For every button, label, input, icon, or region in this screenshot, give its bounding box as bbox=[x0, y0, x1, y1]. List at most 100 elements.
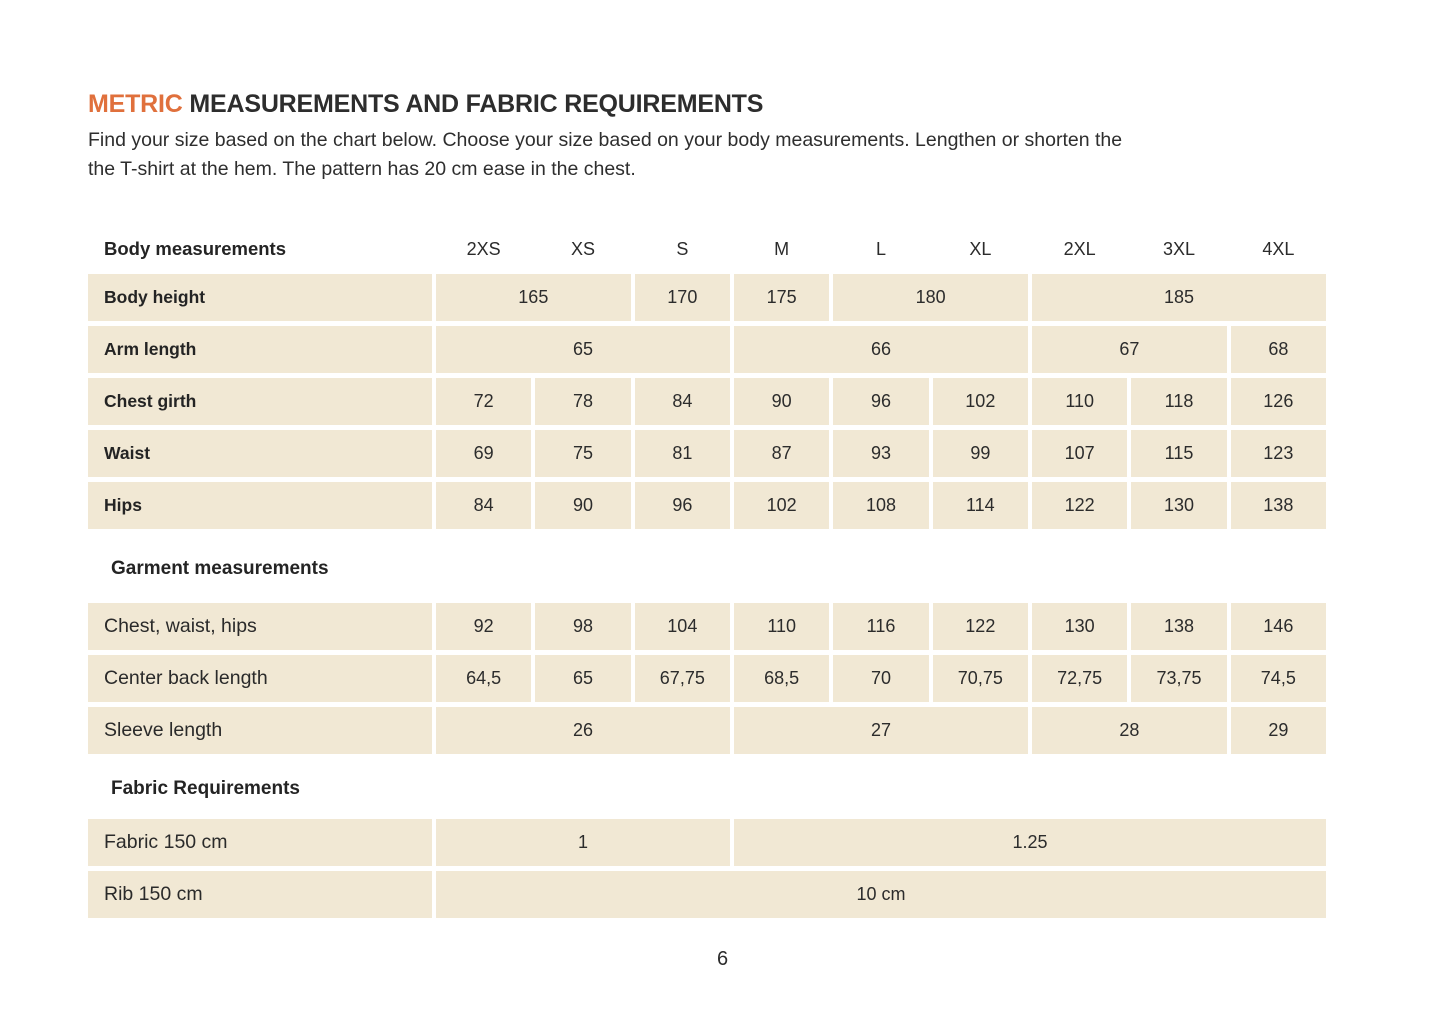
table-cell: 69 bbox=[436, 430, 532, 477]
table-section: Garment measurements Chest, waist, hips 92… bbox=[88, 534, 1326, 754]
table-cell: 102 bbox=[734, 482, 830, 529]
table-cell: 72 bbox=[436, 378, 532, 425]
table-cell: 1.25 bbox=[734, 819, 1326, 866]
table-cell: 10 cm bbox=[436, 871, 1326, 918]
table-cell: 78 bbox=[535, 378, 631, 425]
table-section: Body height 165 170 175 180 185 Arm length 65 66… bbox=[88, 274, 1326, 529]
table-cell: 67,75 bbox=[634, 655, 730, 702]
table-row: Body height 165 170 175 180 185 bbox=[88, 274, 1326, 321]
table-row: Chest, waist, hips 92 98 104 110 116 122 130 138… bbox=[88, 603, 1326, 650]
title-rest: MEASUREMENTS AND FABRIC REQUIREMENTS bbox=[182, 90, 764, 118]
table-cell: 75 bbox=[535, 430, 631, 477]
table-cell: 93 bbox=[833, 430, 929, 477]
table-cell: 122 bbox=[932, 603, 1028, 650]
table-cell: 65 bbox=[436, 326, 730, 373]
table-cell: 104 bbox=[634, 603, 730, 650]
column-header-size-xs: XS bbox=[570, 238, 595, 259]
table-cell: 138 bbox=[1230, 482, 1326, 529]
table-cell: 110 bbox=[734, 603, 830, 650]
size-chart-table: Body measurements 2XS XS S M L XL 2XL 3XL 4XL Body… bbox=[88, 229, 1326, 918]
table-row: Chest girth 72 78 84 90 96 102 110 118 126 bbox=[88, 378, 1326, 425]
table-section: Fabric Requirements Fabric 150 cm 1 1.25 Rib… bbox=[88, 759, 1326, 918]
row-label: Arm length bbox=[88, 326, 432, 373]
column-header-size-2xs: 2XS bbox=[466, 238, 501, 259]
table-cell: 68,5 bbox=[734, 655, 830, 702]
table-cell: 72,75 bbox=[1032, 655, 1128, 702]
table-cell: 98 bbox=[535, 603, 631, 650]
table-cell: 180 bbox=[833, 274, 1028, 321]
row-label: Hips bbox=[88, 482, 432, 529]
row-label: Chest, waist, hips bbox=[88, 603, 432, 650]
table-cell: 96 bbox=[634, 482, 730, 529]
table-row: Hips 84 90 96 102 108 114 122 130 138 bbox=[88, 482, 1326, 529]
table-cell: 81 bbox=[634, 430, 730, 477]
table-cell: 66 bbox=[734, 326, 1028, 373]
table-cell: 175 bbox=[734, 274, 830, 321]
intro-line-2: the T-shirt at the hem. The pattern has … bbox=[88, 157, 636, 180]
table-header-row: Body measurements 2XS XS S M L XL 2XL 3XL 4XL bbox=[88, 229, 1326, 269]
page-number: 6 bbox=[716, 948, 729, 970]
table-cell: 70 bbox=[833, 655, 929, 702]
table-cell: 28 bbox=[1032, 707, 1227, 754]
table-cell: 122 bbox=[1032, 482, 1128, 529]
intro-line-1: Find your size based on the chart below.… bbox=[88, 129, 1123, 151]
table-cell: 70,75 bbox=[932, 655, 1028, 702]
table-cell: 84 bbox=[436, 482, 532, 529]
column-header-size-4xl: 4XL bbox=[1262, 238, 1295, 259]
table-cell: 126 bbox=[1230, 378, 1326, 425]
table-cell: 29 bbox=[1230, 707, 1326, 754]
row-label: Chest girth bbox=[88, 378, 432, 425]
table-row: Rib 150 cm 10 cm bbox=[88, 871, 1326, 918]
table-cell: 118 bbox=[1131, 378, 1227, 425]
table-cell: 170 bbox=[634, 274, 730, 321]
table-cell: 92 bbox=[436, 603, 532, 650]
table-cell: 110 bbox=[1032, 378, 1128, 425]
row-label: Center back length bbox=[88, 655, 432, 702]
table-cell: 65 bbox=[535, 655, 631, 702]
table-cell: 185 bbox=[1032, 274, 1326, 321]
table-cell: 90 bbox=[734, 378, 830, 425]
table-cell: 123 bbox=[1230, 430, 1326, 477]
section-heading: Fabric Requirements bbox=[111, 778, 300, 799]
table-row: Center back length 64,5 65 67,75 68,5 70 70,75… bbox=[88, 655, 1326, 702]
table-cell: 130 bbox=[1032, 603, 1128, 650]
table-row: Waist 69 75 81 87 93 99 107 115 123 bbox=[88, 430, 1326, 477]
table-cell: 90 bbox=[535, 482, 631, 529]
table-cell: 107 bbox=[1032, 430, 1128, 477]
table-row: Sleeve length 26 27 28 29 bbox=[88, 707, 1326, 754]
table-row: Arm length 65 66 67 68 bbox=[88, 326, 1326, 373]
table-cell: 26 bbox=[436, 707, 730, 754]
column-header-size-m: M bbox=[774, 238, 790, 259]
table-cell: 115 bbox=[1131, 430, 1227, 477]
page-title: METRIC MEASUREMENTS AND FABRIC REQUIREME… bbox=[88, 90, 1326, 119]
table-cell: 146 bbox=[1230, 603, 1326, 650]
row-label: Rib 150 cm bbox=[88, 871, 432, 918]
table-cell: 84 bbox=[634, 378, 730, 425]
intro-paragraph: Find your size based on the chart below.… bbox=[88, 126, 1326, 183]
table-row: Fabric 150 cm 1 1.25 bbox=[88, 819, 1326, 866]
title-highlight: METRIC bbox=[88, 90, 183, 118]
row-label: Fabric 150 cm bbox=[88, 819, 432, 866]
column-header-size-l: L bbox=[875, 238, 886, 259]
column-header-size-s: S bbox=[676, 238, 689, 259]
table-cell: 68 bbox=[1230, 326, 1326, 373]
table-cell: 116 bbox=[833, 603, 929, 650]
table-cell: 102 bbox=[932, 378, 1028, 425]
row-label: Body height bbox=[88, 274, 432, 321]
table-cell: 130 bbox=[1131, 482, 1227, 529]
table-cell: 96 bbox=[833, 378, 929, 425]
column-header-body-measurements: Body measurements bbox=[104, 238, 286, 259]
table-cell: 64,5 bbox=[436, 655, 532, 702]
table-cell: 165 bbox=[436, 274, 631, 321]
row-label: Sleeve length bbox=[88, 707, 432, 754]
table-cell: 1 bbox=[436, 819, 730, 866]
table-cell: 67 bbox=[1032, 326, 1227, 373]
table-cell: 87 bbox=[734, 430, 830, 477]
table-cell: 73,75 bbox=[1131, 655, 1227, 702]
table-cell: 108 bbox=[833, 482, 929, 529]
table-cell: 138 bbox=[1131, 603, 1227, 650]
row-label: Waist bbox=[88, 430, 432, 477]
table-cell: 114 bbox=[932, 482, 1028, 529]
section-heading: Garment measurements bbox=[111, 557, 329, 579]
